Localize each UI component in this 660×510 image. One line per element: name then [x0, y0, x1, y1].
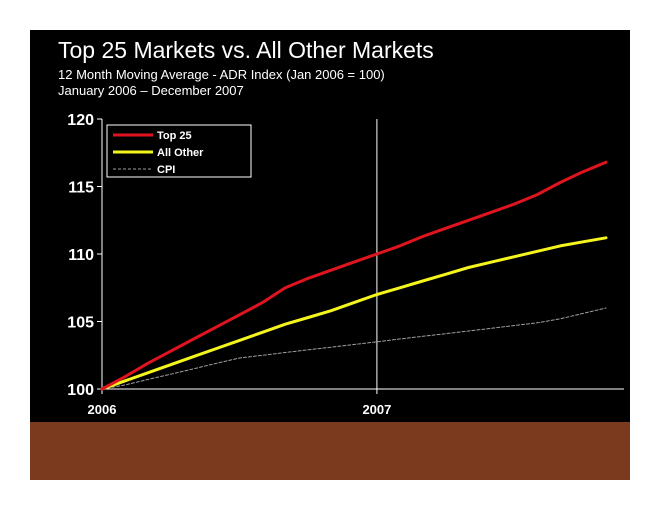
chart-title: Top 25 Markets vs. All Other Markets — [58, 37, 434, 63]
line-chart: 100 105 110 115 120 2006 2007 Top 25 All Other CP… — [67, 112, 624, 417]
y-tick-label: 115 — [68, 180, 94, 197]
y-tick-label: 100 — [67, 382, 94, 399]
slide: Top 25 Markets vs. All Other Markets 12 … — [30, 30, 630, 480]
chart-subtitle-line1: 12 Month Moving Average - ADR Index (Jan… — [58, 67, 385, 82]
legend-label: CPI — [157, 164, 175, 176]
chart-subtitle-line2: January 2006 – December 2007 — [58, 83, 244, 98]
y-tick-label: 105 — [67, 315, 94, 332]
legend-label: All Other — [157, 147, 204, 159]
series-line-cpi — [101, 307, 607, 390]
series-line-top-25 — [100, 160, 608, 391]
legend-label: Top 25 — [157, 130, 192, 142]
x-tick-label: 2006 — [88, 402, 117, 417]
x-tick-label: 2007 — [362, 402, 391, 417]
y-tick-label: 110 — [68, 247, 94, 264]
footer-band — [30, 422, 630, 480]
y-tick-label: 120 — [67, 112, 94, 129]
series-line-all-other — [100, 236, 608, 391]
